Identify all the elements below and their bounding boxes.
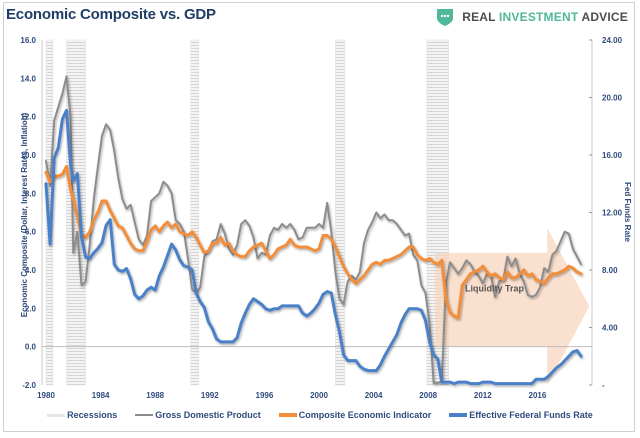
legend-label: Gross Domestic Product — [155, 410, 261, 420]
brand-word-advice: ADVICE — [581, 10, 628, 24]
x-tick-label: 2004 — [365, 391, 383, 400]
chart-canvas: -2.0 0.0 2.0 4.0 6.0 8.0 10.0 12.0 14.0 16.0 - 4.00… — [20, 36, 632, 400]
shield-chat-icon — [437, 9, 454, 26]
legend-label: Recessions — [67, 410, 118, 420]
legend-label: Effective Federal Funds Rate — [469, 410, 593, 420]
x-tick-label: 1996 — [256, 391, 274, 400]
y-tick-label: 6.0 — [25, 228, 37, 237]
series-lines — [44, 75, 583, 386]
legend-swatch-gdp — [135, 414, 154, 416]
y-tick-label: 12.0 — [20, 113, 36, 122]
recession-bands — [45, 39, 449, 386]
x-tick-label: 2000 — [310, 391, 328, 400]
y-tick-label: -2.0 — [22, 381, 36, 390]
x-tick-label: 2016 — [529, 391, 547, 400]
liquidity-trap-label: Liquidity Trap — [465, 284, 525, 294]
recession-band — [335, 39, 346, 386]
liquidity-trap-arrow-shape — [435, 227, 590, 385]
y2-tick-label: 12.00 — [602, 209, 623, 218]
legend-label: Composite Economic Indicator — [298, 410, 432, 420]
y-tick-label: 2.0 — [25, 304, 37, 313]
axes: -2.0 0.0 2.0 4.0 6.0 8.0 10.0 12.0 14.0 16.0 - 4.00… — [20, 36, 622, 400]
y-tick-label: 14.0 — [20, 74, 36, 83]
y2-tick-label: 20.00 — [602, 94, 623, 103]
legend-item-recessions: Recessions — [47, 410, 117, 420]
y2-tick-label: 4.00 — [602, 324, 618, 333]
y-tick-label: 0.0 — [25, 343, 37, 352]
y-tick-label: 16.0 — [20, 36, 36, 45]
y-tick-label: 8.0 — [25, 189, 37, 198]
brand-name: REAL INVESTMENT ADVICE — [462, 10, 628, 24]
y2-tick-label: - — [602, 381, 605, 390]
gdp-line — [45, 75, 583, 385]
legend-swatch-composite — [278, 413, 297, 417]
y-axis-title: Economic Composite (Dollar, Interest Rat… — [20, 112, 29, 317]
x-tick-label: 1984 — [92, 391, 110, 400]
liquidity-trap-arrow — [435, 227, 590, 385]
brand-word-investment: INVESTMENT — [499, 10, 579, 24]
y-tick-label: 10.0 — [20, 151, 36, 160]
recession-band — [190, 39, 200, 386]
brand-logo: REAL INVESTMENT ADVICE — [434, 6, 628, 28]
x-tick-label: 1992 — [201, 391, 219, 400]
legend: Recessions Gross Domestic Product Compos… — [0, 410, 640, 420]
brand-word-real: REAL — [462, 10, 496, 24]
chart-frame — [3, 2, 635, 432]
x-tick-label: 1988 — [146, 391, 164, 400]
chart-title: Economic Composite vs. GDP — [6, 6, 216, 23]
y2-tick-label: 8.00 — [602, 266, 618, 275]
composite-line — [44, 165, 583, 320]
legend-item-fedfunds: Effective Federal Funds Rate — [449, 410, 593, 420]
y2-tick-label: 16.00 — [602, 151, 623, 160]
fedfunds-line — [44, 108, 583, 386]
legend-swatch-fedfunds — [449, 413, 468, 417]
legend-item-gdp: Gross Domestic Product — [135, 410, 261, 420]
legend-swatch-recessions — [47, 413, 66, 417]
x-tick-label: 2012 — [474, 391, 492, 400]
x-tick-label: 2008 — [419, 391, 437, 400]
y2-tick-label: 24.00 — [602, 36, 623, 45]
y-tick-label: 4.0 — [25, 266, 37, 275]
x-tick-label: 1980 — [37, 391, 55, 400]
y2-axis-title: Fed Funds Rate — [623, 182, 632, 243]
legend-item-composite: Composite Economic Indicator — [278, 410, 432, 420]
